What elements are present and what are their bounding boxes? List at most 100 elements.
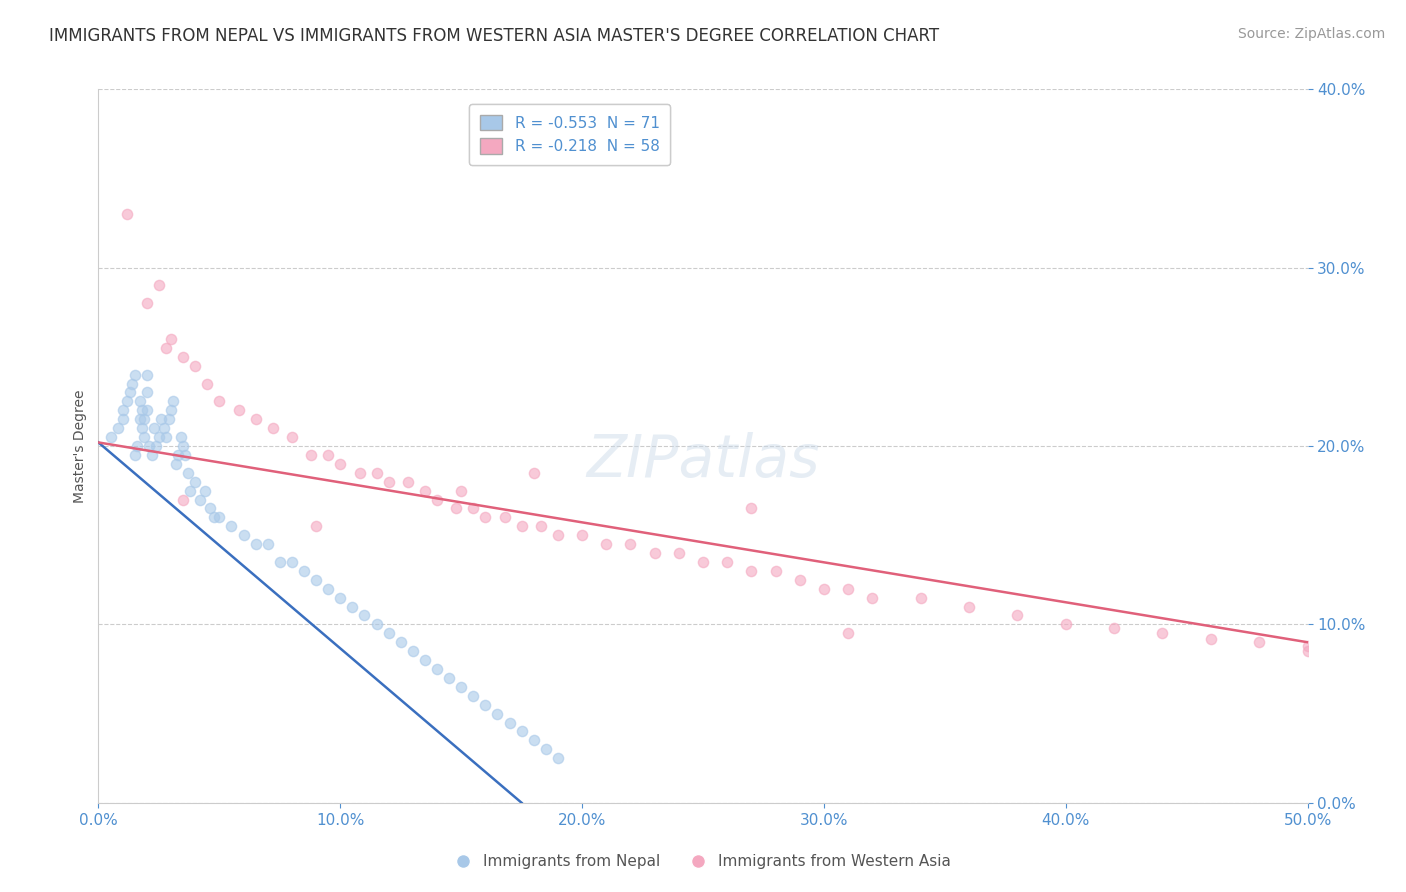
Point xyxy=(131,403,153,417)
Y-axis label: Master's Degree: Master's Degree xyxy=(73,389,87,503)
Point xyxy=(1054,617,1077,632)
Point xyxy=(619,537,641,551)
Point xyxy=(305,519,328,533)
Point xyxy=(172,492,194,507)
Point xyxy=(145,439,167,453)
Point xyxy=(157,412,180,426)
Point xyxy=(131,421,153,435)
Point xyxy=(155,430,177,444)
Point xyxy=(530,519,553,533)
Point xyxy=(510,519,533,533)
Point xyxy=(353,608,375,623)
Point xyxy=(837,582,859,596)
Point xyxy=(141,448,163,462)
Point xyxy=(232,528,254,542)
Point xyxy=(172,439,194,453)
Point xyxy=(172,350,194,364)
Point xyxy=(127,439,149,453)
Point xyxy=(644,546,666,560)
Point xyxy=(135,368,157,382)
Point xyxy=(860,591,883,605)
Point xyxy=(256,537,278,551)
Point xyxy=(245,412,267,426)
Point xyxy=(117,207,139,221)
Point xyxy=(292,564,315,578)
Point xyxy=(402,644,425,658)
Point xyxy=(1296,644,1319,658)
Point xyxy=(571,528,593,542)
Point xyxy=(789,573,811,587)
Point xyxy=(117,394,139,409)
Point xyxy=(281,430,304,444)
Point xyxy=(957,599,980,614)
Point xyxy=(494,510,516,524)
Point xyxy=(396,475,419,489)
Point xyxy=(1102,621,1125,635)
Point xyxy=(413,483,436,498)
Point xyxy=(366,617,388,632)
Point xyxy=(160,332,183,346)
Point xyxy=(547,751,569,765)
Point xyxy=(329,591,352,605)
Point xyxy=(128,412,150,426)
Point xyxy=(208,510,231,524)
Point xyxy=(134,430,156,444)
Point xyxy=(716,555,738,569)
Point xyxy=(463,689,485,703)
Point xyxy=(138,439,160,453)
Point xyxy=(366,466,388,480)
Point xyxy=(188,492,211,507)
Point xyxy=(162,394,184,409)
Point xyxy=(245,537,267,551)
Point xyxy=(155,341,177,355)
Point xyxy=(128,394,150,409)
Point xyxy=(595,537,617,551)
Point xyxy=(1007,608,1029,623)
Point xyxy=(165,457,187,471)
Text: IMMIGRANTS FROM NEPAL VS IMMIGRANTS FROM WESTERN ASIA MASTER'S DEGREE CORRELATIO: IMMIGRANTS FROM NEPAL VS IMMIGRANTS FROM… xyxy=(49,27,939,45)
Point xyxy=(342,599,364,614)
Point xyxy=(195,376,218,391)
Point xyxy=(740,501,762,516)
Point xyxy=(179,483,201,498)
Point xyxy=(450,483,472,498)
Point xyxy=(100,430,122,444)
Point xyxy=(668,546,690,560)
Point xyxy=(1296,639,1319,653)
Point xyxy=(228,403,250,417)
Point xyxy=(389,635,412,649)
Point xyxy=(426,662,449,676)
Point xyxy=(160,403,183,417)
Point xyxy=(740,564,762,578)
Point xyxy=(118,385,141,400)
Text: ZIPatlas: ZIPatlas xyxy=(586,432,820,489)
Point xyxy=(281,555,304,569)
Point xyxy=(174,448,197,462)
Legend: R = -0.553  N = 71, R = -0.218  N = 58: R = -0.553 N = 71, R = -0.218 N = 58 xyxy=(468,104,671,165)
Text: Source: ZipAtlas.com: Source: ZipAtlas.com xyxy=(1237,27,1385,41)
Point xyxy=(486,706,509,721)
Point xyxy=(135,296,157,310)
Point xyxy=(148,430,170,444)
Point xyxy=(547,528,569,542)
Point xyxy=(377,475,399,489)
Point xyxy=(446,501,468,516)
Point xyxy=(124,448,146,462)
Point xyxy=(111,403,134,417)
Point xyxy=(498,715,520,730)
Point xyxy=(143,421,166,435)
Point xyxy=(692,555,714,569)
Point xyxy=(169,430,191,444)
Point xyxy=(107,421,129,435)
Point xyxy=(463,501,485,516)
Point xyxy=(765,564,787,578)
Point xyxy=(316,448,339,462)
Point xyxy=(837,626,859,640)
Point xyxy=(204,510,226,524)
Point xyxy=(167,448,190,462)
Point xyxy=(437,671,460,685)
Point xyxy=(349,466,371,480)
Point xyxy=(523,466,546,480)
Point xyxy=(1249,635,1271,649)
Point xyxy=(135,403,157,417)
